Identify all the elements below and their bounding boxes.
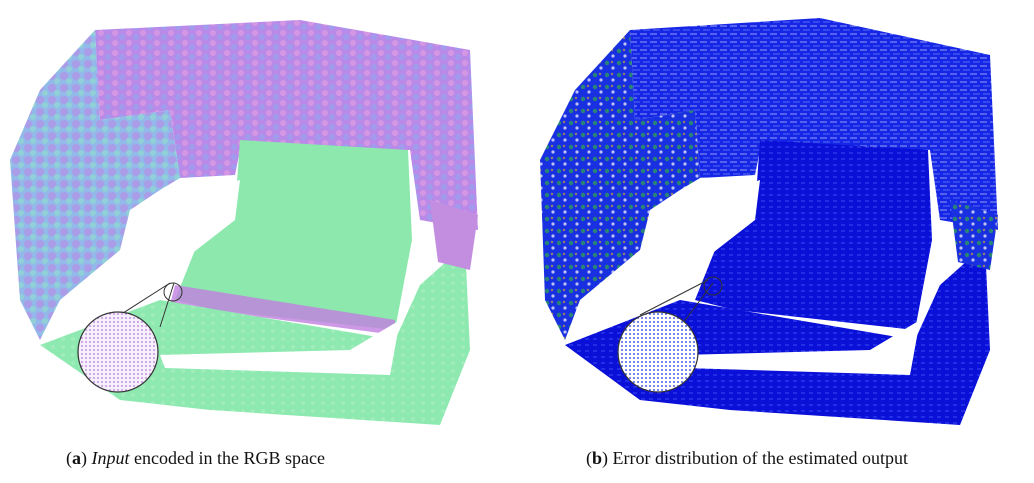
caption-b-text: Error distribution of the estimated outp… <box>608 448 908 468</box>
magnifier-inset-a <box>77 311 159 393</box>
panel-a-pointcloud-image <box>0 0 510 440</box>
left-wall <box>10 30 180 340</box>
panel-b-error-image <box>520 0 1034 440</box>
caption-a-text: encoded in the RGB space <box>129 448 325 468</box>
magnifier-inset-b <box>617 311 699 393</box>
caption-a-italic: Input <box>91 448 130 468</box>
bed <box>175 140 412 330</box>
panel-a-svg <box>10 20 478 425</box>
back-wall <box>95 20 478 230</box>
caption-a-letter: a <box>72 448 81 468</box>
caption-a: (a) Input encoded in the RGB space <box>66 448 325 468</box>
floor <box>40 245 470 425</box>
panel-b-svg <box>540 18 998 425</box>
back-wall-error <box>630 18 998 230</box>
bed-edge <box>170 285 395 335</box>
bed-error <box>695 140 932 330</box>
left-wall-error <box>540 30 700 340</box>
caption-b-letter: b <box>592 448 603 468</box>
caption-b: (b) Error distribution of the estimated … <box>586 448 908 468</box>
